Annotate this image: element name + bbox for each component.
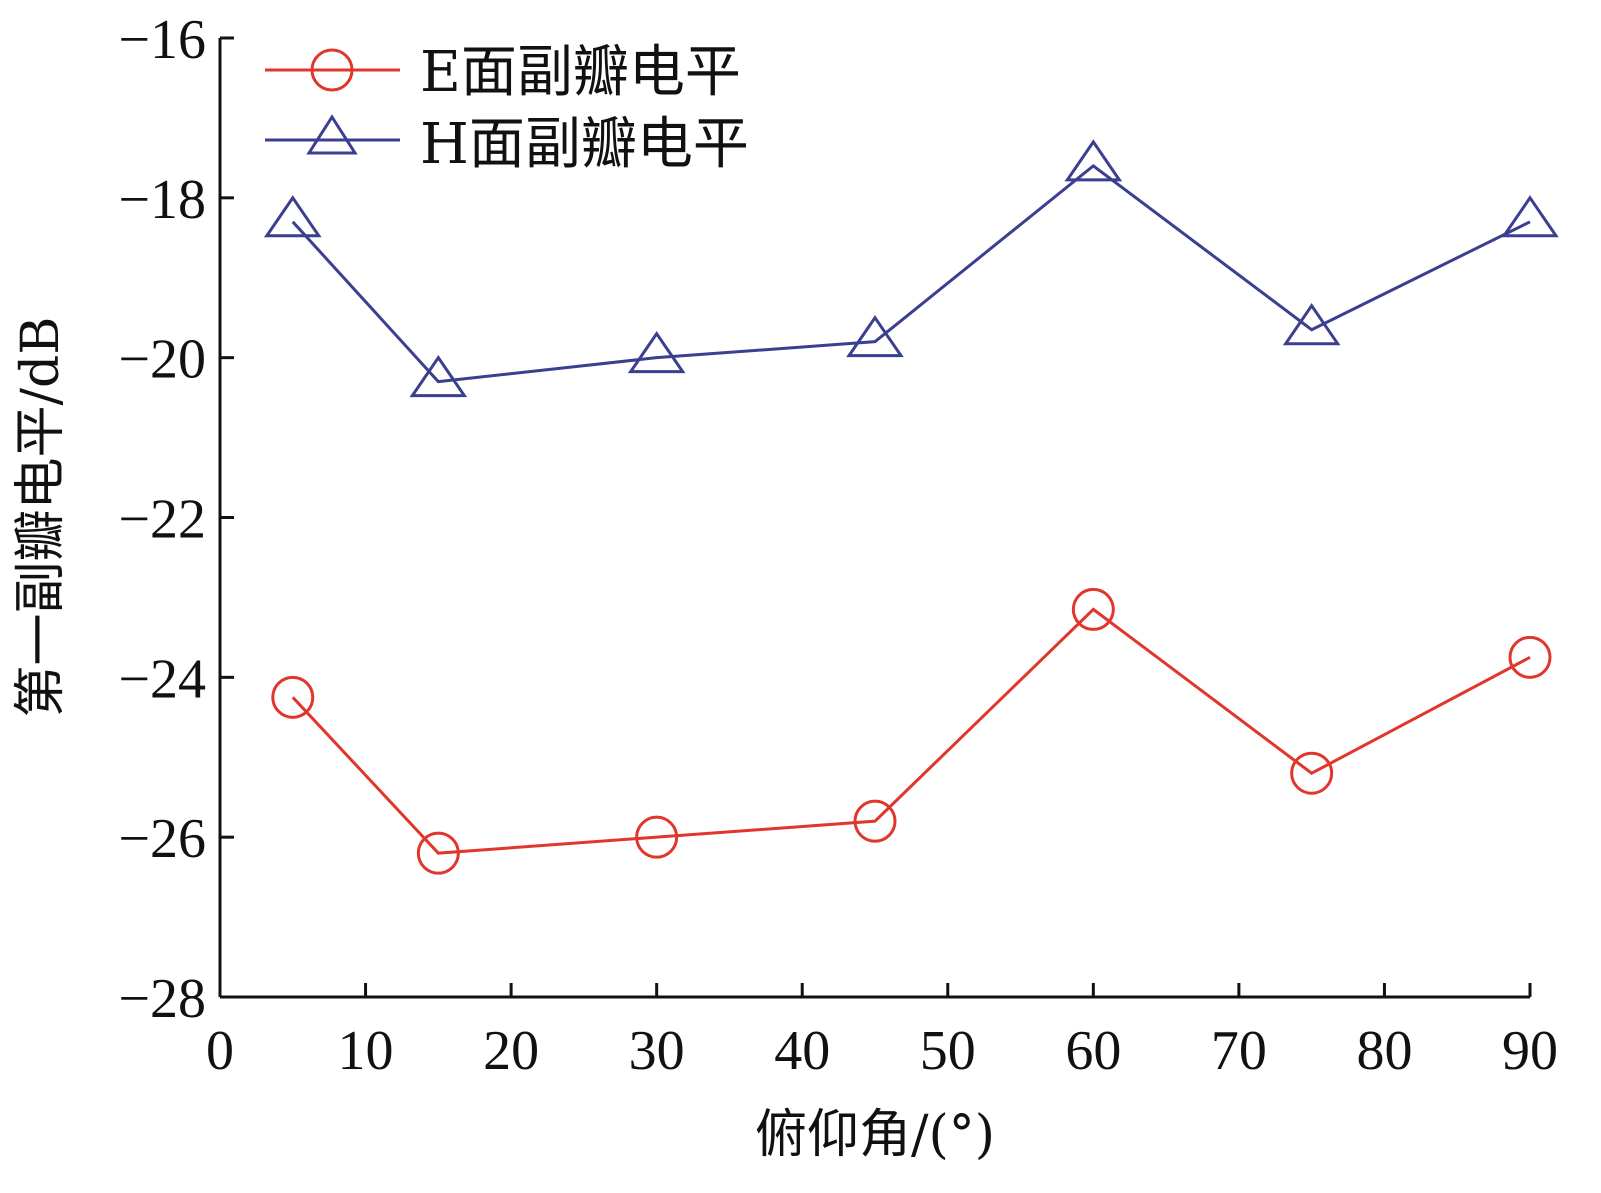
series-line (291, 607, 1531, 855)
series-h-plane (263, 139, 1559, 398)
x-tick-label: 50 (920, 1020, 976, 1082)
x-tick-label: 80 (1356, 1020, 1412, 1082)
data-point-triangle (263, 195, 322, 238)
series-line (291, 163, 1531, 384)
y-axis-title: 第一副瓣电平/dB (11, 316, 71, 717)
x-axis-title: 俯仰角/(°) (755, 1105, 995, 1165)
y-tick-label: −20 (118, 329, 206, 391)
data-point-triangle (1282, 303, 1341, 346)
data-point-triangle (627, 331, 686, 374)
data-point-circle (1508, 635, 1552, 679)
x-tick-label: 60 (1065, 1020, 1121, 1082)
data-point-circle (1071, 587, 1115, 631)
y-tick-label: −26 (118, 808, 206, 870)
y-tick-label: −28 (118, 968, 206, 1030)
x-tick-label: 20 (483, 1020, 539, 1082)
plot-area: −16 −18 −20 −22 −24 −26 −28 0 10 20 30 40 50 60 70 80 9… (118, 9, 1559, 1082)
data-point-circle (271, 675, 315, 719)
x-axis-ticks: 0 10 20 30 40 50 60 70 80 90 (206, 983, 1558, 1082)
y-axis-ticks: −16 −18 −20 −22 −24 −26 −28 (118, 9, 234, 1030)
data-point-circle (853, 799, 897, 843)
y-tick-label: −22 (118, 489, 206, 551)
x-tick-label: 70 (1211, 1020, 1267, 1082)
y-tick-label: −24 (118, 648, 206, 710)
x-tick-label: 40 (774, 1020, 830, 1082)
y-tick-label: −16 (118, 9, 206, 71)
legend-label-e: E面副瓣电平 (420, 40, 741, 105)
legend-item-h: H面副瓣电平 (265, 112, 749, 177)
data-point-circle (416, 831, 460, 875)
data-point-triangle (1064, 139, 1123, 182)
legend-item-e: E面副瓣电平 (265, 40, 741, 105)
x-tick-label: 30 (629, 1020, 685, 1082)
x-tick-label: 0 (206, 1020, 234, 1082)
y-tick-label: −18 (118, 169, 206, 231)
legend: E面副瓣电平 H面副瓣电平 (265, 40, 749, 177)
series-e-plane (271, 587, 1552, 875)
x-tick-label: 90 (1502, 1020, 1558, 1082)
legend-marker-circle (310, 48, 354, 92)
series-layer (263, 139, 1559, 875)
x-tick-label: 10 (338, 1020, 394, 1082)
legend-marker-triangle (306, 114, 358, 155)
data-point-circle (635, 815, 679, 859)
legend-label-h: H面副瓣电平 (420, 112, 749, 177)
data-point-circle (1290, 751, 1334, 795)
data-point-triangle (1501, 195, 1559, 238)
data-point-triangle (846, 315, 904, 358)
data-point-triangle (409, 354, 468, 398)
